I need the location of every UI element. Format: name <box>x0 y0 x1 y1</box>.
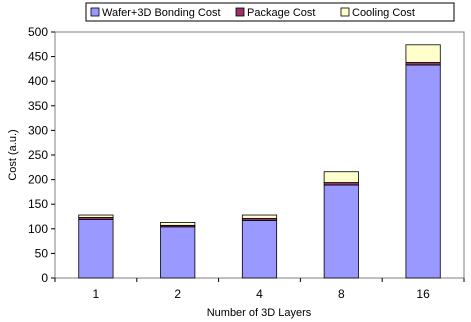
bar-segment-wafer-bonding-1 <box>78 219 114 279</box>
legend-label: Package Cost <box>247 7 315 19</box>
legend-label: Cooling Cost <box>352 7 415 19</box>
bar-segment-cooling-8 <box>323 171 359 183</box>
y-tick-label: 400 <box>28 74 48 88</box>
x-tick-label: 1 <box>93 287 100 301</box>
bar-segment-cooling-4 <box>241 214 278 219</box>
bar-segment-cooling-16 <box>405 44 441 63</box>
y-tick-label: 0 <box>41 271 48 285</box>
y-tick-label: 150 <box>28 197 48 211</box>
y-tick-label: 100 <box>28 222 48 236</box>
y-tick-label: 450 <box>28 50 48 64</box>
legend-swatch <box>235 7 245 17</box>
x-tick-label: 8 <box>338 287 345 301</box>
legend-label: Wafer+3D Bonding Cost <box>102 7 221 19</box>
plot-area: 0 50 100 150 200 250 300 350 400 450 500 1 2 4 8 16 <box>28 25 465 301</box>
legend-swatch <box>340 7 350 17</box>
y-tick-label: 300 <box>28 123 48 137</box>
legend-item-package: Package Cost <box>235 7 315 19</box>
bar-segment-cooling-2 <box>160 222 196 226</box>
x-tick-label: 2 <box>174 287 181 301</box>
bar-segment-wafer-bonding-8 <box>323 184 359 279</box>
x-axis-title: Number of 3D Layers <box>207 307 312 319</box>
legend: Wafer+3D Bonding Cost Package Cost Cooling… <box>85 2 455 22</box>
bar-segment-cooling-1 <box>78 214 114 218</box>
x-tick-label: 16 <box>416 287 430 301</box>
y-tick-label: 500 <box>28 25 48 39</box>
bar-segment-wafer-bonding-4 <box>241 220 278 279</box>
legend-item-cooling: Cooling Cost <box>340 7 415 19</box>
bar-segment-wafer-bonding-2 <box>160 226 196 279</box>
y-tick-label: 50 <box>35 246 49 260</box>
x-tick-label: 4 <box>256 287 263 301</box>
y-tick-label: 350 <box>28 99 48 113</box>
bar-segment-wafer-bonding-16 <box>405 64 441 279</box>
y-axis-title: Cost (a.u.) <box>7 129 19 180</box>
legend-box <box>85 2 455 22</box>
legend-item-wafer-bonding: Wafer+3D Bonding Cost <box>90 7 221 19</box>
legend-swatch <box>90 7 100 17</box>
y-tick-label: 200 <box>28 173 48 187</box>
y-tick-label: 250 <box>28 148 48 162</box>
